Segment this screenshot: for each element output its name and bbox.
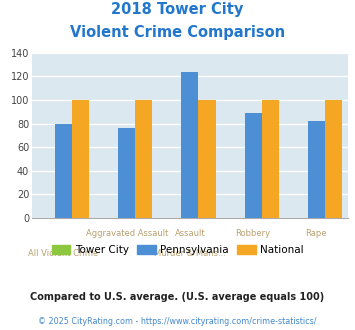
- Text: Aggravated Assault: Aggravated Assault: [86, 229, 168, 238]
- Bar: [198, 100, 215, 218]
- Bar: [308, 121, 325, 218]
- Text: Rape: Rape: [306, 229, 327, 238]
- Bar: [181, 72, 198, 218]
- Text: 2018 Tower City: 2018 Tower City: [111, 2, 244, 16]
- Text: Robbery: Robbery: [236, 229, 271, 238]
- Text: Compared to U.S. average. (U.S. average equals 100): Compared to U.S. average. (U.S. average …: [31, 292, 324, 302]
- Bar: [55, 123, 72, 218]
- Bar: [118, 128, 135, 218]
- Text: Murder & Mans...: Murder & Mans...: [154, 249, 226, 258]
- Legend: Tower City, Pennsylvania, National: Tower City, Pennsylvania, National: [50, 243, 305, 257]
- Bar: [325, 100, 342, 218]
- Text: All Violent Crime: All Violent Crime: [28, 249, 99, 258]
- Bar: [135, 100, 152, 218]
- Text: Assault: Assault: [175, 229, 205, 238]
- Bar: [245, 113, 262, 218]
- Bar: [72, 100, 89, 218]
- Text: © 2025 CityRating.com - https://www.cityrating.com/crime-statistics/: © 2025 CityRating.com - https://www.city…: [38, 317, 317, 326]
- Text: Violent Crime Comparison: Violent Crime Comparison: [70, 25, 285, 40]
- Bar: [262, 100, 279, 218]
